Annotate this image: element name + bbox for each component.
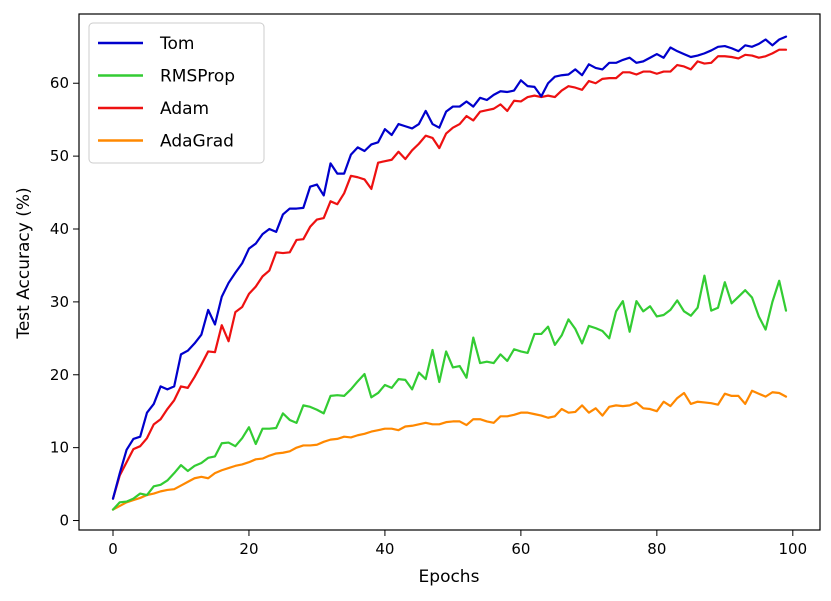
x-tick-label: 20: [239, 540, 258, 558]
legend-box: [88, 22, 265, 164]
x-tick-label: 60: [511, 540, 530, 558]
series-layer: [111, 35, 788, 511]
x-tick-label: 80: [647, 540, 666, 558]
x-axis: 0 20 40 60 80 100: [108, 530, 807, 558]
legend-label-adam: Adam: [160, 99, 209, 119]
legend-label-tom: Tom: [159, 34, 194, 54]
y-tick-label: 10: [50, 439, 69, 457]
x-axis-label: Epochs: [419, 567, 480, 587]
y-tick-label: 0: [59, 512, 69, 530]
y-tick-label: 30: [50, 293, 69, 311]
legend-items: Tom RMSProp Adam AdaGrad: [98, 34, 235, 152]
y-tick-label: 40: [50, 220, 69, 238]
x-tick-label: 0: [108, 540, 118, 558]
series-line-rmsprop: [111, 274, 788, 511]
series-line-adagrad: [111, 389, 788, 511]
x-tick-label: 100: [778, 540, 807, 558]
x-tick-label: 40: [375, 540, 394, 558]
y-axis: 0 10 20 30 40 50 60: [50, 74, 79, 530]
legend-label-adagrad: AdaGrad: [160, 132, 234, 152]
series-line-tom: [111, 35, 788, 500]
plot-frame: [78, 13, 821, 531]
legend: Tom RMSProp Adam AdaGrad: [88, 22, 265, 164]
series-line-adam: [111, 48, 788, 500]
y-tick-label: 20: [50, 366, 69, 384]
legend-label-rmsprop: RMSProp: [160, 67, 235, 87]
y-tick-label: 60: [50, 74, 69, 92]
y-axis-label: Test Accuracy (%): [14, 187, 34, 339]
y-tick-label: 50: [50, 147, 69, 165]
